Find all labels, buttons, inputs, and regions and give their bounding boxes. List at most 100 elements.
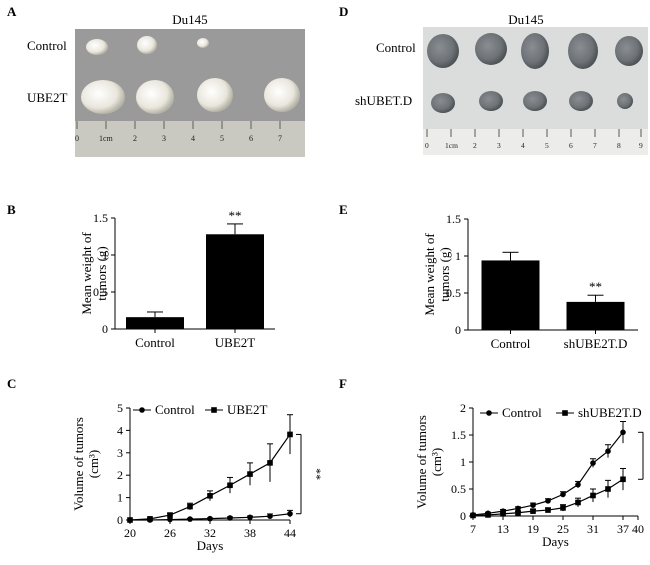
ruler-label: 6 xyxy=(249,134,253,143)
data-point xyxy=(545,498,551,504)
data-point xyxy=(167,516,173,523)
ruler-label: 1cm xyxy=(445,141,458,150)
legend-label: Control xyxy=(155,402,195,417)
chart-f-tumor-volume: 0 0.5 1 1.5 2 7 13 19 25 31 37 40 Days Volume of tumo… xyxy=(414,401,644,549)
chart-b-tumor-weight: 0 0.5 1 1.5 Mean weight oftumors (g) Control U… xyxy=(79,208,275,350)
panel-letter-b: B xyxy=(7,202,16,217)
data-point xyxy=(147,516,153,522)
data-point xyxy=(500,511,506,517)
data-point xyxy=(575,481,581,488)
tumor-shubet xyxy=(617,93,633,109)
data-point xyxy=(267,513,273,519)
bar xyxy=(566,301,625,330)
x-axis-label: Days xyxy=(197,538,224,553)
bar xyxy=(206,234,264,329)
y-tick-label: 0 xyxy=(455,323,461,337)
y-tick-label: 4 xyxy=(117,423,123,437)
y-tick-label: 3 xyxy=(117,446,123,460)
y-tick-label: 0.5 xyxy=(446,286,461,300)
y-tick-label: 2 xyxy=(117,468,123,482)
y-tick-label: 0.5 xyxy=(451,482,466,496)
tumor-control xyxy=(137,36,157,54)
ruler-ticks xyxy=(76,121,281,129)
y-axis-label: Mean weight oftumors (g) xyxy=(79,232,109,315)
data-point xyxy=(187,503,193,510)
data-point xyxy=(560,505,566,511)
y-axis-label: Volume of tumors(cm³) xyxy=(71,417,101,511)
ruler-label: 5 xyxy=(220,134,224,143)
ruler-label: 3 xyxy=(162,134,166,143)
x-tick-label: 19 xyxy=(527,522,539,536)
tumor-control xyxy=(427,34,459,68)
photo-a-title: Du145 xyxy=(172,12,208,27)
ruler-label: 1cm xyxy=(99,134,114,143)
data-point xyxy=(590,492,596,499)
x-tick-label: 7 xyxy=(470,522,476,536)
bar xyxy=(481,260,540,330)
ruler-label: 0 xyxy=(75,134,79,143)
data-point xyxy=(560,491,566,498)
series-line-ube2t xyxy=(129,434,291,521)
y-tick-label: 1.5 xyxy=(451,428,466,442)
ruler-ticks xyxy=(426,129,642,137)
legend-label: shUBE2T.D xyxy=(578,405,642,420)
legend-label: UBE2T xyxy=(227,402,268,417)
bar xyxy=(126,317,184,329)
x-tick-label: Control xyxy=(491,336,531,351)
x-tick-label: 20 xyxy=(124,526,136,540)
data-point xyxy=(247,471,253,477)
tumor-shubet xyxy=(431,93,455,113)
x-tick-label: 31 xyxy=(587,522,599,536)
legend-marker xyxy=(486,410,492,416)
data-point xyxy=(187,516,193,522)
ruler-label: 7 xyxy=(593,141,597,150)
ruler-label: 4 xyxy=(521,141,525,150)
photo-d-label-control: Control xyxy=(376,40,416,55)
y-tick-label: 1 xyxy=(117,491,123,505)
x-tick-label: 13 xyxy=(497,522,509,536)
data-point xyxy=(167,512,173,518)
ruler xyxy=(75,121,305,157)
y-tick-label: 1.5 xyxy=(93,211,108,225)
y-tick-label: 1 xyxy=(455,249,461,263)
data-point xyxy=(575,499,581,506)
ruler-label: 6 xyxy=(569,141,573,150)
panel-letter-f: F xyxy=(339,376,347,391)
data-point xyxy=(605,448,611,454)
x-tick-label: 40 xyxy=(632,522,644,536)
data-point xyxy=(127,517,133,523)
data-point xyxy=(620,476,626,483)
tumor-ube2t xyxy=(264,78,300,112)
data-point xyxy=(605,486,611,492)
legend-label: Control xyxy=(502,405,542,420)
legend-marker xyxy=(139,407,145,413)
tumor-photo-a: 0 1cm 2 3 4 5 6 7 xyxy=(75,29,305,157)
tumor-ube2t xyxy=(81,80,125,114)
data-point xyxy=(620,429,626,436)
y-tick-label: 0 xyxy=(460,509,466,523)
y-tick-label: 1 xyxy=(102,248,108,262)
ruler-label: 0 xyxy=(425,141,429,150)
y-tick-label: 2 xyxy=(460,401,466,415)
tumor-control xyxy=(86,39,108,55)
y-axis-label: Volume of tumors(cm³) xyxy=(414,415,444,509)
data-point xyxy=(287,431,293,438)
data-point xyxy=(530,502,536,508)
y-tick-label: 0.5 xyxy=(93,285,108,299)
data-point xyxy=(545,507,551,513)
y-tick-label: 0 xyxy=(117,513,123,527)
data-point xyxy=(267,460,273,466)
y-axis-label: Mean weight oftumors (g) xyxy=(422,233,452,316)
tumor-control xyxy=(615,36,643,66)
data-point xyxy=(470,512,476,519)
panel-letter-c: C xyxy=(7,376,17,391)
data-point xyxy=(207,515,213,522)
tumor-ube2t xyxy=(197,78,233,112)
legend-marker xyxy=(211,407,217,413)
ruler-label: 4 xyxy=(191,134,195,143)
data-point xyxy=(247,514,253,521)
tumor-ube2t xyxy=(136,80,174,114)
tumor-control xyxy=(521,33,549,69)
ruler-label: 2 xyxy=(133,134,137,143)
y-tick-label: 1.5 xyxy=(446,212,461,226)
